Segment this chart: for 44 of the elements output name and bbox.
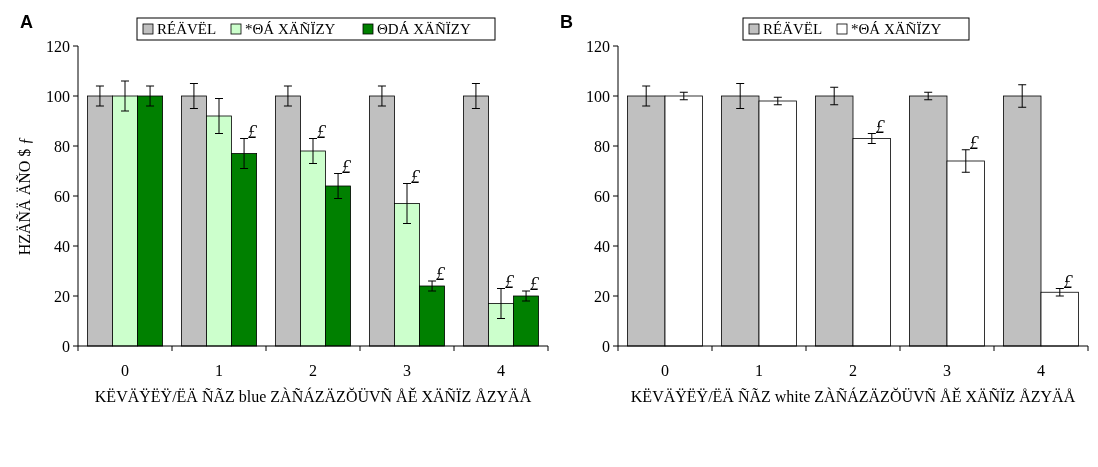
data-label: £	[875, 116, 886, 137]
x-tick-label: 4	[497, 362, 505, 379]
chart-title: A	[20, 12, 33, 32]
y-tick-label: 0	[62, 337, 70, 355]
x-tick-label: 3	[943, 362, 951, 379]
data-label: £	[317, 121, 327, 142]
y-tick-label: 60	[54, 187, 70, 205]
y-tick-label: 100	[46, 87, 70, 105]
x-tick-label: 3	[403, 362, 411, 379]
y-tick-label: 20	[594, 287, 610, 305]
data-label: £	[248, 121, 259, 142]
y-tick-label: 80	[594, 137, 610, 155]
data-label: £	[530, 274, 541, 294]
x-axis-title: KËVÄŸËŸ/ËÄ ÑÃZ white ZÀÑÁZÄZŎÜVÑ ÅĚ XÄÑÏZ ÅZYÄÅ	[630, 387, 1076, 405]
data-label: £	[436, 264, 447, 284]
y-tick-label: 40	[594, 237, 610, 255]
legend-label: RÉÄVËL	[157, 21, 217, 37]
y-tick-label: 120	[46, 37, 70, 55]
y-axis-title: HZÄÑÄ ÄÑO $ ƒ	[16, 136, 33, 256]
data-label: £	[505, 271, 515, 292]
data-label: £	[342, 156, 353, 177]
legend-label: *ΘÁ XÄÑÏZY	[245, 21, 336, 37]
x-tick-label: 2	[849, 362, 857, 379]
data-label: £	[969, 132, 980, 153]
x-axis-title: KËVÄŸËŸ/ËÄ ÑÃZ blue ZÀÑÁZÄZŎÜVÑ ÅĚ XÄÑÏZ ÅZYÄÅ	[94, 387, 532, 405]
data-label: £	[1063, 271, 1074, 292]
y-tick-label: 100	[586, 87, 610, 105]
legend-label: RÉÄVËL	[763, 21, 823, 37]
y-tick-label: 0	[602, 337, 610, 355]
x-tick-label: 1	[215, 362, 223, 379]
y-tick-label: 40	[54, 237, 70, 255]
legend-label: *ΘÁ XÄÑÏZY	[851, 21, 942, 37]
y-tick-label: 120	[586, 37, 610, 55]
data-label: £	[411, 166, 421, 187]
chart-title: B	[560, 12, 573, 32]
y-tick-label: 80	[54, 137, 70, 155]
legend-label: ΘDÁ XÄÑÏZY	[377, 21, 471, 37]
x-tick-label: 2	[309, 362, 317, 379]
x-tick-label: 0	[121, 362, 129, 379]
y-tick-label: 20	[54, 287, 70, 305]
y-tick-label: 60	[594, 187, 610, 205]
x-tick-label: 4	[1037, 362, 1045, 379]
x-tick-label: 1	[755, 362, 763, 379]
x-tick-label: 0	[661, 362, 669, 379]
